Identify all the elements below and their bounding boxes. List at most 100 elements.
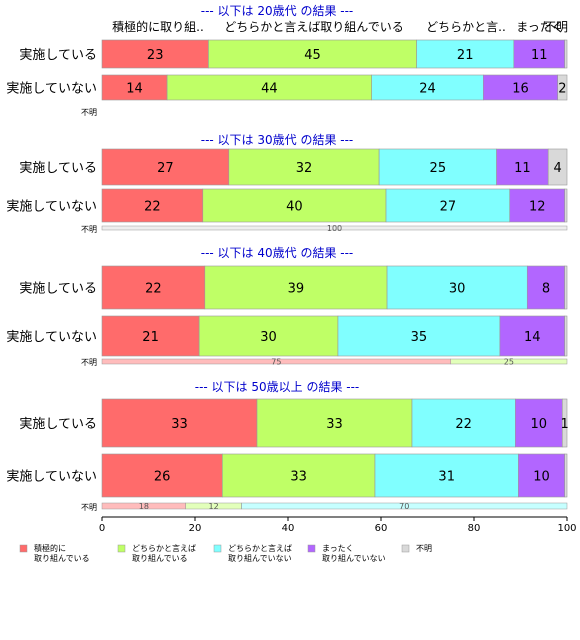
bar-value-label-1-0-2: 25: [430, 161, 447, 176]
legend-swatch-3: [307, 544, 316, 553]
legend-swatch-2: [213, 544, 222, 553]
bar-segment-1-0-0: [101, 148, 230, 186]
bar-value-label-0-1-1: 44: [261, 82, 278, 97]
bar-segment-3-0-3: [515, 398, 563, 448]
unknown-value-label-1-4: 100: [327, 224, 342, 233]
bar-segment-3-0-0: [101, 398, 258, 448]
panel-title-2: --- 以下は 40歳代 の結果 ---: [201, 246, 354, 260]
x-tick-label-5: 100: [557, 523, 576, 534]
bar-segment-2-0-4: [564, 265, 568, 310]
x-tick-label-0: 0: [99, 523, 105, 534]
unknown-label-1: 不明: [81, 225, 97, 234]
bar-value-label-0-1-4: 2: [558, 82, 566, 97]
bar-segment-0-0-4: [564, 39, 568, 69]
bar-segment-2-0-0: [101, 265, 206, 310]
unknown-segment-3-2: [241, 502, 568, 510]
bar-value-label-2-1-3: 14: [524, 330, 541, 345]
row-label-1-0: 実施している: [19, 160, 97, 176]
legend-label-3-1: 取り組んでいない: [322, 553, 386, 563]
bar-segment-2-1-0: [101, 315, 200, 357]
unknown-value-label-3-2: 70: [399, 502, 409, 511]
unknown-label-2: 不明: [81, 358, 97, 367]
bar-segment-1-0-1: [228, 148, 380, 186]
bar-value-label-1-0-0: 27: [157, 161, 174, 176]
legend-label-2-0: どちらかと言えば: [228, 543, 292, 553]
column-header-3: まったく: [516, 20, 564, 34]
legend-label-0-1: 取り組んでいる: [34, 553, 90, 563]
bar-value-label-0-0-3: 11: [531, 48, 548, 63]
bar-segment-1-1-1: [202, 188, 387, 223]
bar-segment-0-1-2: [371, 74, 484, 101]
bar-segment-2-0-2: [386, 265, 528, 310]
x-tick-label-4: 80: [468, 523, 481, 534]
x-tick-label-1: 20: [189, 523, 202, 534]
bar-value-label-1-1-0: 22: [144, 200, 161, 215]
bar-segment-2-1-3: [499, 315, 565, 357]
legend-label-1-1: 取り組んでいる: [132, 553, 188, 563]
bar-value-label-3-1-0: 26: [154, 470, 171, 485]
legend-label-4-0: 不明: [416, 544, 432, 553]
bar-value-label-3-0-3: 10: [531, 417, 548, 432]
bar-segment-3-0-4: [562, 398, 568, 448]
bar-segment-1-0-3: [496, 148, 549, 186]
bar-value-label-0-1-3: 16: [512, 82, 529, 97]
legend-label-0-0: 積極的に: [34, 543, 66, 553]
bar-value-label-0-0-2: 21: [457, 48, 474, 63]
panel-title-1: --- 以下は 30歳代 の結果 ---: [201, 133, 354, 147]
bar-value-label-0-1-2: 24: [419, 82, 436, 97]
row-label-2-0: 実施している: [19, 281, 97, 297]
bar-segment-1-1-0: [101, 188, 204, 223]
bar-segment-2-1-4: [564, 315, 568, 357]
bar-segment-1-0-4: [547, 148, 568, 186]
unknown-label-0: 不明: [81, 108, 97, 117]
row-label-0-1: 実施していない: [6, 81, 97, 97]
bar-segment-3-1-2: [374, 453, 519, 498]
bar-value-label-3-0-2: 22: [455, 417, 472, 432]
bar-segment-3-1-4: [564, 453, 568, 498]
row-label-0-0: 実施している: [19, 47, 97, 63]
legend-swatch-4: [401, 544, 410, 553]
bar-value-label-0-1-0: 14: [126, 82, 143, 97]
bar-value-label-1-0-4: 4: [553, 161, 561, 176]
x-tick-label-3: 60: [375, 523, 388, 534]
bar-segment-1-0-2: [378, 148, 497, 186]
row-label-2-1: 実施していない: [6, 329, 97, 345]
bar-value-label-1-1-1: 40: [286, 200, 303, 215]
bar-value-label-2-1-1: 30: [260, 330, 277, 345]
bar-segment-3-0-2: [411, 398, 516, 448]
column-header-1: どちらかと言えば取り組んでいる: [224, 20, 403, 34]
unknown-segment-1-4: [101, 225, 568, 231]
unknown-label-3: 不明: [81, 503, 97, 512]
column-header-2: どちらかと言..: [426, 20, 506, 34]
bar-value-label-2-0-0: 22: [145, 282, 162, 297]
bar-segment-0-1-1: [166, 74, 373, 101]
bar-segment-1-1-4: [564, 188, 568, 223]
bar-value-label-0-0-0: 23: [147, 48, 164, 63]
bar-value-label-2-1-0: 21: [142, 330, 159, 345]
bar-value-label-1-0-1: 32: [296, 161, 313, 176]
bar-segment-2-0-1: [204, 265, 388, 310]
unknown-value-label-2-0: 75: [271, 358, 281, 367]
row-label-3-0: 実施している: [19, 416, 97, 432]
bar-segment-3-1-3: [518, 453, 565, 498]
panel-title-3: --- 以下は 50歳以上 の結果 ---: [195, 380, 360, 394]
bar-segment-0-1-3: [482, 74, 558, 101]
bar-value-label-1-1-3: 12: [529, 200, 546, 215]
column-header-0: 積極的に取り組..: [112, 19, 204, 34]
unknown-value-label-3-0: 18: [139, 502, 149, 511]
row-label-1-1: 実施していない: [6, 199, 97, 215]
bar-segment-2-0-3: [526, 265, 565, 310]
bar-value-label-2-1-2: 35: [411, 330, 428, 345]
bar-segment-0-0-1: [208, 39, 417, 69]
bar-segment-2-1-1: [198, 315, 339, 357]
legend-label-1-0: どちらかと言えば: [132, 543, 196, 553]
bar-value-label-3-1-1: 33: [290, 470, 307, 485]
unknown-value-label-3-1: 12: [209, 502, 219, 511]
bar-segment-2-1-2: [337, 315, 501, 357]
bar-value-label-3-1-3: 10: [533, 470, 550, 485]
bar-segment-1-1-2: [385, 188, 511, 223]
column-header-4: 不明: [544, 20, 568, 34]
legend-swatch-0: [19, 544, 28, 553]
